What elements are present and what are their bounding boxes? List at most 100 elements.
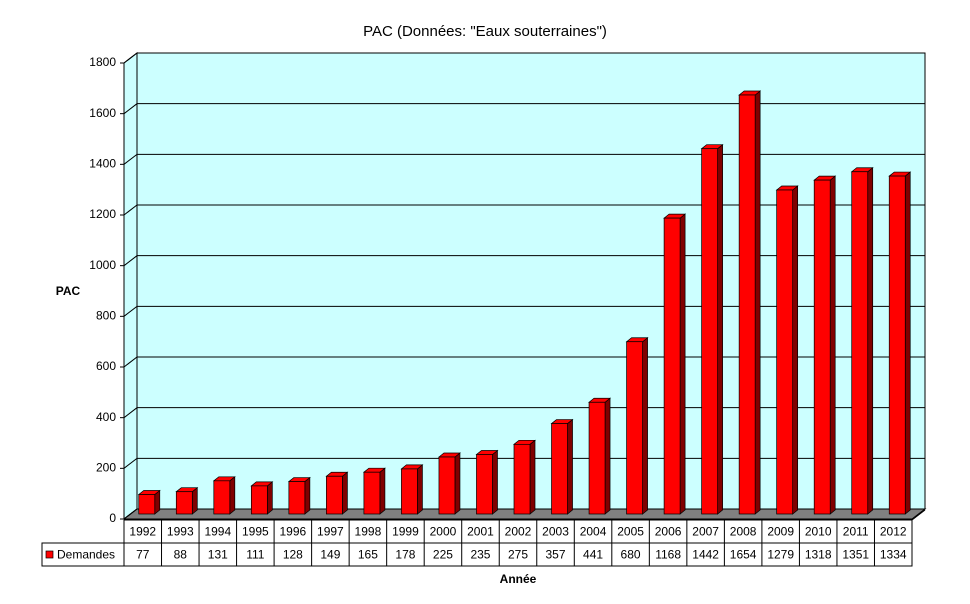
grid-line: [123, 204, 925, 216]
y-tick-label: 1400: [89, 157, 116, 171]
bar-side: [867, 167, 874, 515]
bar: [513, 439, 536, 515]
bar: [400, 464, 424, 515]
table-line: [911, 509, 926, 521]
bar: [663, 213, 687, 515]
bar: [287, 476, 311, 515]
grid-line: [123, 356, 925, 368]
legend-label: Demandes: [57, 548, 115, 562]
bar-side: [191, 486, 198, 515]
y-tick-label: 600: [96, 359, 116, 373]
table-value: 178: [395, 548, 415, 562]
grid-line: [123, 508, 925, 520]
x-tick-label: 2003: [542, 525, 569, 539]
x-tick-label: 2011: [843, 525, 869, 539]
bar: [625, 337, 649, 515]
x-tick-label: 2002: [505, 525, 532, 539]
bar: [212, 476, 236, 515]
grid-line: [123, 52, 925, 64]
y-tick-label: 400: [96, 410, 116, 424]
table-value: 149: [320, 548, 340, 562]
bar-front: [513, 443, 531, 515]
bar-front: [288, 481, 306, 515]
table-value: 1318: [805, 548, 832, 562]
bar: [475, 449, 499, 515]
table-value: 131: [208, 548, 228, 562]
grid-line: [123, 305, 925, 317]
table-value: 88: [174, 548, 188, 562]
bar: [588, 397, 612, 515]
bar: [137, 489, 161, 515]
side-wall: [123, 51, 138, 521]
x-tick-label: 2006: [655, 525, 682, 539]
table-value: 77: [136, 548, 150, 562]
bar-front: [401, 468, 418, 515]
grid-line: [123, 153, 925, 165]
bar-side: [567, 418, 573, 515]
y-tick-label: 1200: [89, 207, 116, 221]
bar-front: [476, 454, 493, 515]
table-value: 1654: [730, 548, 757, 562]
bar-side: [379, 467, 386, 515]
y-tick-label: 1000: [89, 258, 116, 272]
x-tick-label: 2000: [430, 525, 457, 539]
table-value: 1442: [692, 548, 719, 562]
bar-side: [679, 213, 686, 515]
bar: [850, 167, 874, 515]
bar-front: [551, 423, 568, 515]
bar-front: [363, 471, 381, 515]
bar-front: [326, 475, 343, 515]
bar: [175, 486, 199, 515]
bar-front: [175, 491, 193, 515]
bar-side: [904, 171, 911, 515]
y-tick-label: 200: [96, 461, 116, 475]
y-tick-label: 1600: [89, 106, 116, 120]
y-axis-title: PAC: [56, 284, 81, 298]
x-tick-label: 2008: [730, 525, 757, 539]
x-tick-label: 1997: [317, 525, 344, 539]
x-tick-label: 1992: [129, 525, 156, 539]
bar-side: [604, 397, 611, 515]
x-tick-label: 1998: [355, 525, 382, 539]
x-tick-label: 2007: [692, 525, 719, 539]
table-value: 225: [433, 548, 453, 562]
bar: [738, 90, 762, 515]
bar-side: [266, 481, 273, 515]
bar: [550, 418, 574, 515]
table-value: 111: [246, 548, 265, 562]
bar-side: [754, 90, 761, 515]
bar-front: [213, 480, 231, 515]
x-tick-label: 1995: [242, 525, 269, 539]
x-tick-label: 2001: [467, 525, 494, 539]
table-value: 1279: [767, 548, 794, 562]
bar-side: [342, 471, 348, 515]
x-tick-label: 2004: [580, 525, 607, 539]
x-tick-label: 2010: [805, 525, 832, 539]
legend-swatch: [45, 550, 54, 559]
x-tick-label: 2009: [767, 525, 794, 539]
bar-front: [813, 179, 831, 515]
bar-front: [663, 217, 681, 515]
bar-front: [588, 401, 606, 515]
bar-side: [454, 452, 461, 515]
bar-side: [304, 476, 311, 515]
bar-front: [138, 494, 156, 515]
bar: [700, 143, 724, 515]
table-value: 235: [470, 548, 490, 562]
x-tick-label: 2012: [880, 525, 907, 539]
bar-front: [888, 175, 906, 515]
bar-front: [738, 94, 756, 515]
grid-line: [123, 255, 925, 267]
bar: [362, 467, 386, 515]
bar-front: [626, 341, 643, 515]
bar-front: [851, 171, 869, 515]
bar-side: [529, 439, 536, 515]
table-value: 165: [358, 548, 378, 562]
bar: [775, 185, 799, 515]
bar-side: [492, 449, 498, 515]
bar-side: [717, 143, 723, 515]
x-tick-label: 2005: [617, 525, 644, 539]
x-tick-label: 1993: [167, 525, 194, 539]
bar-side: [229, 476, 236, 515]
